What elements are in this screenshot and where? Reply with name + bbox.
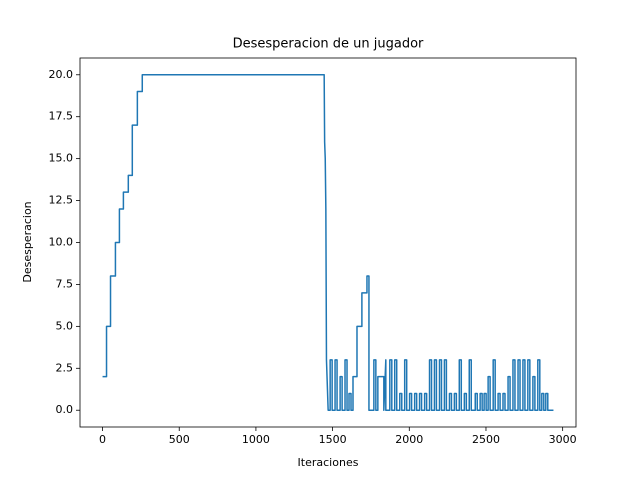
y-tick-label: 10.0 xyxy=(49,236,74,249)
chart-title: Desesperacion de un jugador xyxy=(233,37,424,52)
y-tick-label: 12.5 xyxy=(49,194,74,207)
x-tick-label: 3000 xyxy=(549,433,577,446)
x-tick-label: 0 xyxy=(99,433,106,446)
x-tick-label: 1000 xyxy=(242,433,270,446)
x-axis-label: Iteraciones xyxy=(298,456,359,469)
y-tick-label: 7.5 xyxy=(56,277,74,290)
x-tick-label: 1500 xyxy=(319,433,347,446)
plot-frame xyxy=(79,57,577,428)
y-tick-label: 15.0 xyxy=(49,152,74,165)
y-tick-label: 5.0 xyxy=(56,319,74,332)
y-tick-label: 2.5 xyxy=(56,361,74,374)
x-tick-label: 2000 xyxy=(395,433,423,446)
data-line xyxy=(102,74,554,411)
x-tick-label: 2500 xyxy=(472,433,500,446)
y-tick-label: 20.0 xyxy=(49,68,74,81)
y-tick-label: 0.0 xyxy=(56,403,74,416)
y-axis-label: Desesperacion xyxy=(21,201,34,282)
x-tick-label: 500 xyxy=(169,433,190,446)
y-tick-label: 17.5 xyxy=(49,110,74,123)
